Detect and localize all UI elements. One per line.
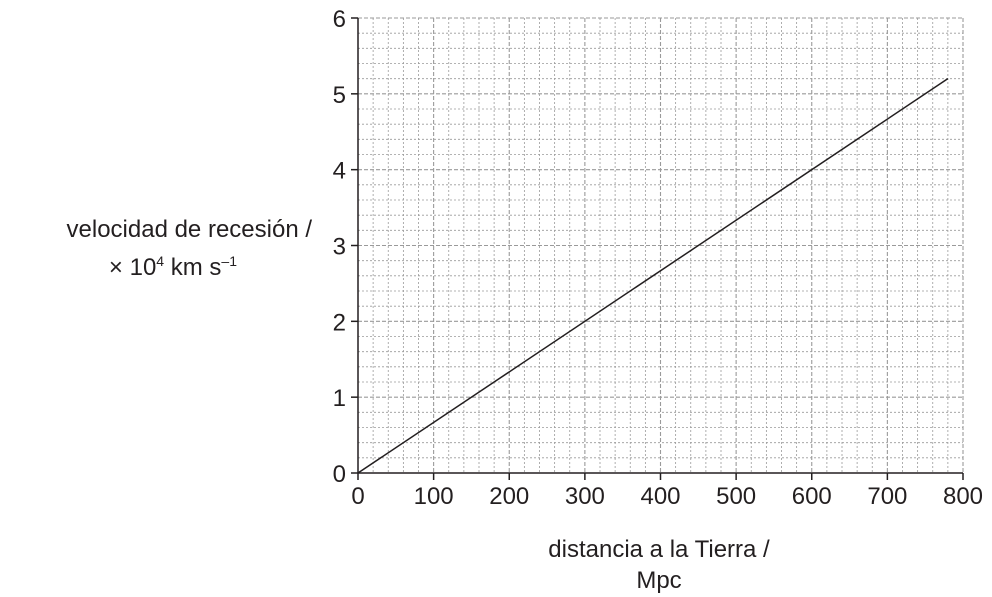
x-tick-label: 500 bbox=[716, 483, 756, 510]
x-tick-label: 100 bbox=[414, 483, 454, 510]
x-tick-label: 300 bbox=[565, 483, 605, 510]
series bbox=[357, 78, 949, 474]
y-axis-title-line1: velocidad de recesión / bbox=[67, 216, 313, 243]
series-line bbox=[357, 78, 949, 474]
y-tick-label: 2 bbox=[333, 309, 346, 336]
y-tick-label: 6 bbox=[333, 6, 346, 33]
y-axis-title-times: × 10 bbox=[109, 254, 156, 281]
tick-labels: 0 100 200 300 400 500 600 700 800 0 1 2 3 4 5 6 bbox=[333, 6, 983, 510]
y-tick-label: 4 bbox=[333, 158, 346, 185]
x-tick-label: 0 bbox=[351, 483, 364, 510]
y-axis-title-units-exp: –1 bbox=[221, 253, 237, 269]
x-axis-title-line2: Mpc bbox=[636, 567, 681, 594]
y-axis-title-line2: × 104 km s–1 bbox=[109, 253, 237, 281]
x-tick-label: 700 bbox=[867, 483, 907, 510]
x-tick-label: 600 bbox=[792, 483, 832, 510]
x-tick-label: 800 bbox=[943, 483, 983, 510]
y-tick-label: 5 bbox=[333, 82, 346, 109]
y-axis-title-exp: 4 bbox=[156, 253, 164, 269]
x-axis-title-line1: distancia a la Tierra / bbox=[548, 536, 770, 563]
axes bbox=[351, 17, 964, 480]
y-tick-label: 3 bbox=[333, 234, 346, 261]
y-tick-label: 0 bbox=[333, 461, 346, 488]
grid bbox=[358, 17, 964, 473]
x-tick-label: 400 bbox=[640, 483, 680, 510]
y-tick-label: 1 bbox=[333, 385, 346, 412]
x-tick-label: 200 bbox=[489, 483, 529, 510]
y-axis-title-units: km s bbox=[164, 254, 221, 281]
